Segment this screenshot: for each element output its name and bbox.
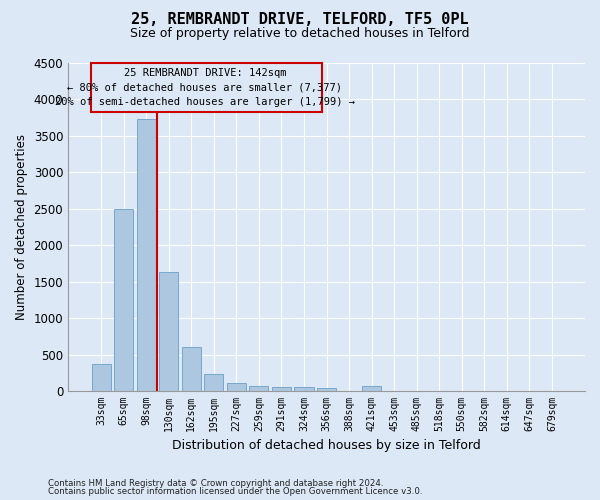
Text: Contains public sector information licensed under the Open Government Licence v3: Contains public sector information licen… bbox=[48, 487, 422, 496]
Bar bbox=[159, 272, 178, 391]
Bar bbox=[137, 120, 156, 391]
Text: 25 REMBRANDT DRIVE: 142sqm
← 80% of detached houses are smaller (7,377)
20% of s: 25 REMBRANDT DRIVE: 142sqm ← 80% of deta… bbox=[55, 68, 355, 107]
FancyBboxPatch shape bbox=[91, 62, 322, 112]
Bar bbox=[114, 208, 133, 391]
Y-axis label: Number of detached properties: Number of detached properties bbox=[15, 134, 28, 320]
Text: Contains HM Land Registry data © Crown copyright and database right 2024.: Contains HM Land Registry data © Crown c… bbox=[48, 478, 383, 488]
Bar bbox=[272, 387, 291, 391]
Text: 25, REMBRANDT DRIVE, TELFORD, TF5 0PL: 25, REMBRANDT DRIVE, TELFORD, TF5 0PL bbox=[131, 12, 469, 28]
Bar bbox=[182, 347, 201, 391]
Bar bbox=[204, 374, 223, 391]
Bar bbox=[317, 388, 336, 391]
Bar bbox=[92, 364, 110, 391]
X-axis label: Distribution of detached houses by size in Telford: Distribution of detached houses by size … bbox=[172, 440, 481, 452]
Bar bbox=[362, 386, 381, 391]
Bar bbox=[295, 387, 314, 391]
Text: Size of property relative to detached houses in Telford: Size of property relative to detached ho… bbox=[130, 28, 470, 40]
Bar bbox=[250, 386, 268, 391]
Bar bbox=[227, 383, 246, 391]
